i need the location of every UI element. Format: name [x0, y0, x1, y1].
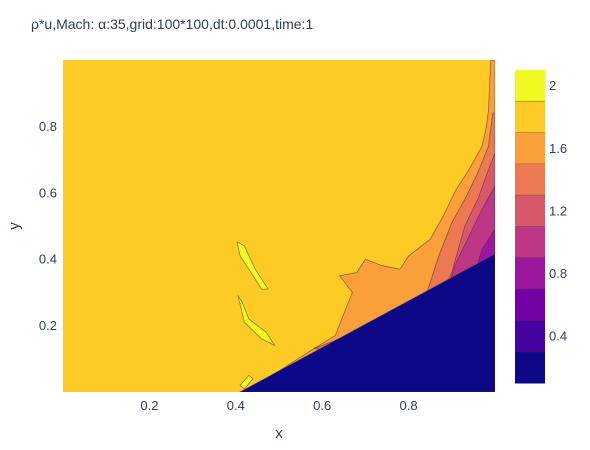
colorbar-band — [515, 101, 545, 134]
x-tick-label: 0.8 — [400, 398, 418, 413]
contour-region-peak-streak-3 — [239, 374, 254, 390]
y-tick-label: 0.8 — [39, 119, 57, 134]
colorbar-axis: 0.4 0.8 1.2 1.6 2 — [549, 78, 567, 343]
colorbar-band — [515, 226, 545, 259]
colorbar-band — [515, 351, 545, 384]
contour-region-peak-streak-1 — [236, 241, 269, 290]
y-axis: 0.2 0.4 0.6 0.8 — [39, 119, 57, 333]
x-axis: 0.2 0.4 0.6 0.8 — [140, 398, 417, 413]
colorbar-tick-label: 0.8 — [549, 266, 567, 281]
colorbar — [515, 70, 545, 384]
x-axis-title: x — [275, 425, 283, 442]
colorbar-band — [515, 70, 545, 102]
colorbar-band — [515, 320, 545, 353]
contour-region-wedge-body — [239, 253, 495, 392]
x-tick-label: 0.6 — [313, 398, 331, 413]
colorbar-band — [515, 195, 545, 227]
y-tick-label: 0.2 — [39, 318, 57, 333]
colorbar-band — [515, 257, 545, 290]
plot-area[interactable] — [63, 60, 495, 392]
x-tick-label: 0.2 — [140, 398, 158, 413]
colorbar-tick-label: 2 — [549, 78, 556, 93]
y-tick-label: 0.6 — [39, 185, 57, 200]
colorbar-band — [515, 163, 545, 196]
colorbar-tick-label: 1.2 — [549, 203, 567, 218]
colorbar-tick-label: 0.4 — [549, 329, 567, 344]
colorbar-band — [515, 289, 545, 321]
x-tick-label: 0.4 — [227, 398, 245, 413]
colorbar-tick-label: 1.6 — [549, 141, 567, 156]
colorbar-band — [515, 132, 545, 165]
y-axis-title: y — [6, 222, 23, 230]
y-tick-label: 0.4 — [39, 252, 57, 267]
chart-title: ρ*u,Mach: α:35,grid:100*100,dt:0.0001,ti… — [31, 16, 314, 32]
contour-region-peak-streak-2 — [237, 295, 276, 346]
